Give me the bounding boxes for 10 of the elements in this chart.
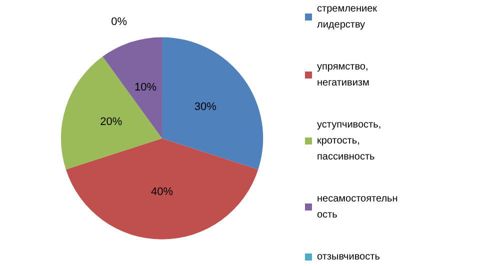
data-label: 10% [134,81,157,94]
legend-label: стремлениек лидерству [317,4,380,30]
legend-label: уступчивость, кротость, пассивность [317,120,384,162]
data-label: 40% [151,186,174,198]
data-label: 20% [100,116,122,128]
legend-label: отзывчивость [317,252,380,262]
text: 0% [111,16,128,28]
data-label: 30% [194,100,217,113]
legend-label: упрямство, негативизм [317,62,372,88]
legend-label: несамостоятельность [317,194,398,220]
